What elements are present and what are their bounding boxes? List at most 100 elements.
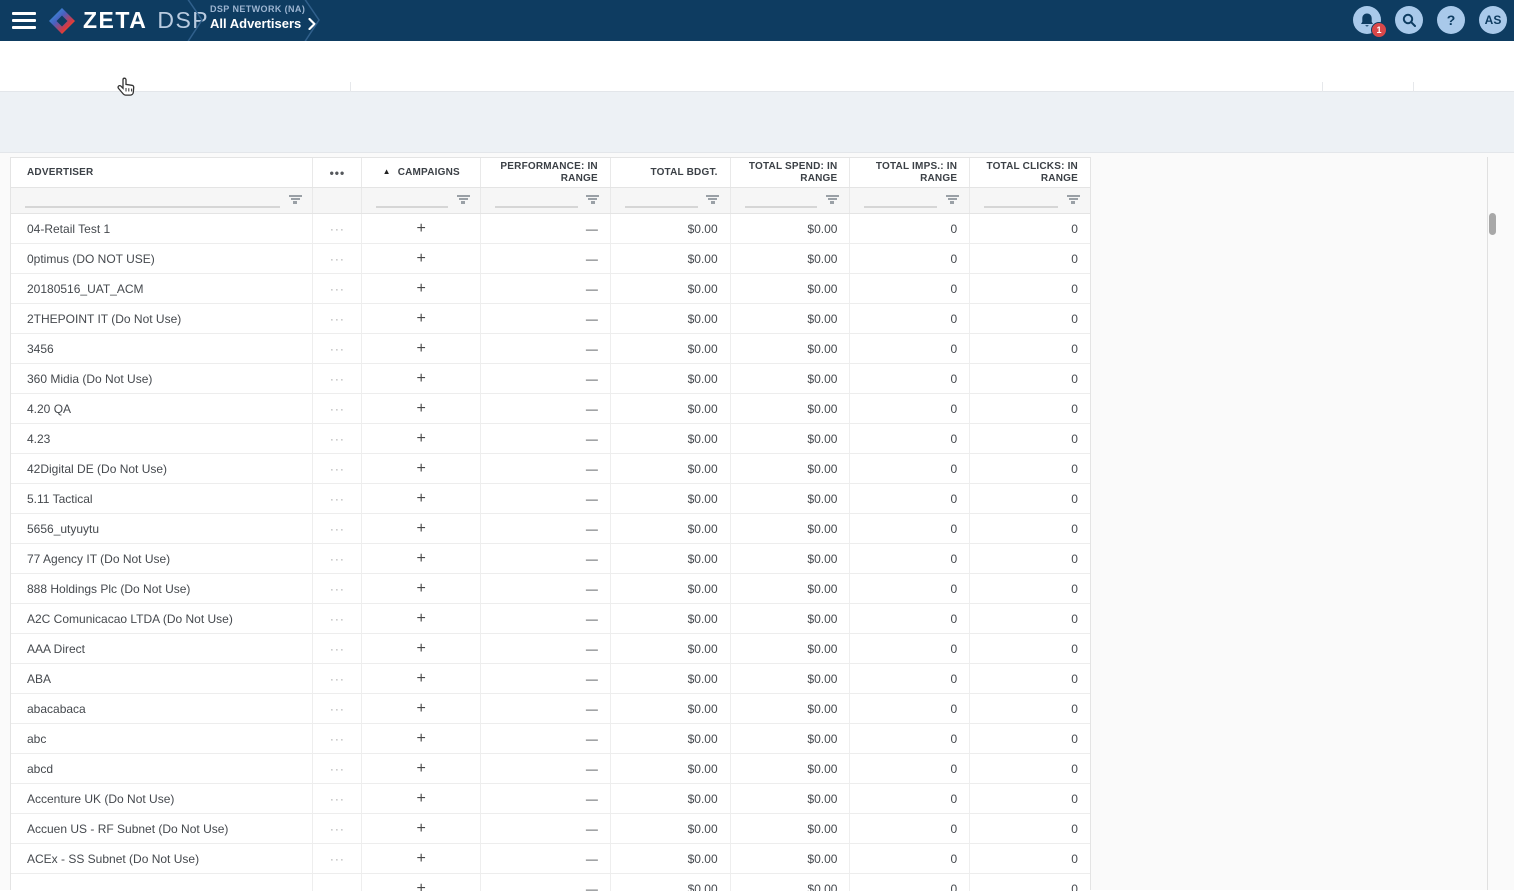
table-row[interactable]: 4.23 ··· + — $0.00 $0.00 0 0 [11, 424, 1090, 454]
expand-campaigns-button[interactable]: + [362, 304, 482, 333]
expand-campaigns-button[interactable]: + [362, 454, 482, 483]
avatar[interactable]: AS [1479, 6, 1507, 34]
row-menu-icon[interactable]: ··· [313, 814, 363, 843]
row-menu-icon[interactable]: ··· [313, 784, 363, 813]
row-menu-icon[interactable]: ··· [313, 274, 363, 303]
performance-filter-input[interactable] [495, 193, 578, 208]
scrollbar-track[interactable] [1487, 157, 1488, 890]
expand-campaigns-button[interactable]: + [362, 604, 482, 633]
expand-campaigns-button[interactable]: + [362, 424, 482, 453]
table-row[interactable]: 04-Retail Test 1 ··· + — $0.00 $0.00 0 0 [11, 214, 1090, 244]
table-row[interactable]: 888 Holdings Plc (Do Not Use) ··· + — $0… [11, 574, 1090, 604]
table-row[interactable]: abc ··· + — $0.00 $0.00 0 0 [11, 724, 1090, 754]
expand-campaigns-button[interactable]: + [362, 844, 482, 873]
expand-campaigns-button[interactable]: + [362, 394, 482, 423]
table-row[interactable]: 2THEPOINT IT (Do Not Use) ··· + — $0.00 … [11, 304, 1090, 334]
expand-campaigns-button[interactable]: + [362, 334, 482, 363]
table-row[interactable]: ABA ··· + — $0.00 $0.00 0 0 [11, 664, 1090, 694]
expand-campaigns-button[interactable]: + [362, 694, 482, 723]
row-menu-icon[interactable]: ··· [313, 244, 363, 273]
table-row[interactable]: 42Digital DE (Do Not Use) ··· + — $0.00 … [11, 454, 1090, 484]
row-menu-icon[interactable]: ··· [313, 484, 363, 513]
expand-campaigns-button[interactable]: + [362, 274, 482, 303]
column-header-performance[interactable]: PERFORMANCE: IN RANGE [481, 158, 611, 187]
row-menu-icon[interactable]: ··· [313, 364, 363, 393]
expand-campaigns-button[interactable]: + [362, 364, 482, 393]
expand-campaigns-button[interactable]: + [362, 814, 482, 843]
table-row[interactable]: 360 Midia (Do Not Use) ··· + — $0.00 $0.… [11, 364, 1090, 394]
row-menu-icon[interactable]: ··· [313, 574, 363, 603]
advertiser-filter-input[interactable] [25, 193, 281, 208]
expand-campaigns-button[interactable]: + [362, 874, 482, 891]
table-row[interactable]: Accuen US - RF Subnet (Do Not Use) ··· +… [11, 814, 1090, 844]
expand-campaigns-button[interactable]: + [362, 544, 482, 573]
table-row[interactable]: 77 Agency IT (Do Not Use) ··· + — $0.00 … [11, 544, 1090, 574]
total-budget-filter-input[interactable] [624, 193, 698, 208]
expand-campaigns-button[interactable]: + [362, 664, 482, 693]
column-header-advertiser[interactable]: ADVERTISER [11, 158, 314, 187]
expand-campaigns-button[interactable]: + [362, 214, 482, 243]
row-menu-icon[interactable]: ··· [313, 544, 363, 573]
table-row[interactable]: Accenture UK (Do Not Use) ··· + — $0.00 … [11, 784, 1090, 814]
row-menu-icon[interactable]: ··· [313, 694, 363, 723]
total-impressions-filter-input[interactable] [864, 193, 938, 208]
total-spend-filter-input[interactable] [744, 193, 818, 208]
row-menu-icon[interactable] [313, 874, 363, 891]
row-menu-icon[interactable]: ··· [313, 304, 363, 333]
row-menu-icon[interactable]: ··· [313, 454, 363, 483]
expand-campaigns-button[interactable]: + [362, 724, 482, 753]
row-menu-icon[interactable]: ··· [313, 604, 363, 633]
table-row[interactable]: A2C Comunicacao LTDA (Do Not Use) ··· + … [11, 604, 1090, 634]
column-header-total-budget[interactable]: TOTAL BDGT. [611, 158, 731, 187]
expand-campaigns-button[interactable]: + [362, 784, 482, 813]
row-menu-icon[interactable]: ··· [313, 514, 363, 543]
row-menu-icon[interactable]: ··· [313, 334, 363, 363]
total-spend-value: $0.00 [731, 844, 851, 873]
expand-campaigns-button[interactable]: + [362, 484, 482, 513]
hamburger-menu-icon[interactable] [12, 12, 36, 29]
table-row[interactable]: 4.20 QA ··· + — $0.00 $0.00 0 0 [11, 394, 1090, 424]
table-row[interactable]: abacabaca ··· + — $0.00 $0.00 0 0 [11, 694, 1090, 724]
expand-campaigns-button[interactable]: + [362, 574, 482, 603]
table-row[interactable]: ACEx - SS Subnet (Do Not Use) ··· + — $0… [11, 844, 1090, 874]
table-row[interactable]: + — $0.00 $0.00 0 0 [11, 874, 1090, 891]
expand-campaigns-button[interactable]: + [362, 244, 482, 273]
expand-campaigns-button[interactable]: + [362, 514, 482, 543]
expand-campaigns-button[interactable]: + [362, 754, 482, 783]
row-menu-icon[interactable]: ··· [313, 634, 363, 663]
scrollbar-thumb[interactable] [1489, 213, 1496, 235]
table-row[interactable]: abcd ··· + — $0.00 $0.00 0 0 [11, 754, 1090, 784]
row-menu-icon[interactable]: ··· [313, 214, 363, 243]
filter-icon[interactable] [456, 195, 470, 206]
column-header-campaigns[interactable]: ▲ CAMPAIGNS [362, 158, 482, 187]
column-header-total-spend[interactable]: TOTAL SPEND: IN RANGE [731, 158, 851, 187]
total-clicks-filter-input[interactable] [984, 193, 1059, 208]
row-menu-icon[interactable]: ··· [313, 664, 363, 693]
table-row[interactable]: 5656_utyuytu ··· + — $0.00 $0.00 0 0 [11, 514, 1090, 544]
table-row[interactable]: 3456 ··· + — $0.00 $0.00 0 0 [11, 334, 1090, 364]
column-header-total-impressions[interactable]: TOTAL IMPS.: IN RANGE [850, 158, 971, 187]
help-button[interactable]: ? [1437, 6, 1465, 34]
row-menu-icon[interactable]: ··· [313, 724, 363, 753]
row-menu-icon[interactable]: ··· [313, 424, 363, 453]
filter-icon[interactable] [586, 195, 600, 206]
table-row[interactable]: 20180516_UAT_ACM ··· + — $0.00 $0.00 0 0 [11, 274, 1090, 304]
campaigns-filter-input[interactable] [376, 193, 449, 208]
expand-campaigns-button[interactable]: + [362, 634, 482, 663]
filter-icon[interactable] [825, 195, 839, 206]
column-menu-button[interactable]: ••• [313, 158, 363, 187]
filter-icon[interactable] [288, 195, 302, 206]
breadcrumb-current-page[interactable]: All Advertisers [210, 16, 317, 31]
row-menu-icon[interactable]: ··· [313, 754, 363, 783]
row-menu-icon[interactable]: ··· [313, 394, 363, 423]
global-search-button[interactable] [1395, 6, 1423, 34]
column-header-total-clicks[interactable]: TOTAL CLICKS: IN RANGE [986, 160, 1078, 184]
table-row[interactable]: 5.11 Tactical ··· + — $0.00 $0.00 0 0 [11, 484, 1090, 514]
notifications-button[interactable]: 1 [1353, 6, 1387, 38]
row-menu-icon[interactable]: ··· [313, 844, 363, 873]
table-row[interactable]: AAA Direct ··· + — $0.00 $0.00 0 0 [11, 634, 1090, 664]
filter-icon[interactable] [1066, 195, 1080, 206]
filter-icon[interactable] [945, 195, 959, 206]
table-row[interactable]: 0ptimus (DO NOT USE) ··· + — $0.00 $0.00… [11, 244, 1090, 274]
filter-icon[interactable] [706, 195, 720, 206]
